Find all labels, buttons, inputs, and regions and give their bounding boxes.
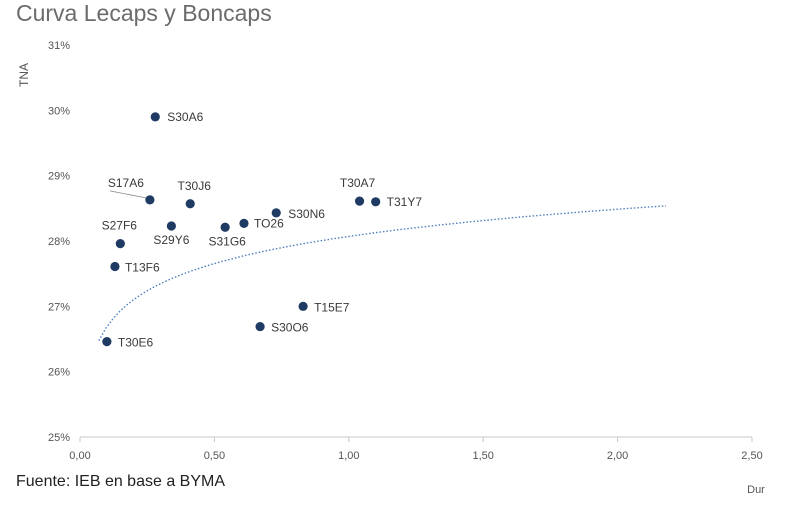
point-s17a6: S17A6 bbox=[108, 176, 155, 205]
y-tick-label: 27% bbox=[48, 301, 70, 313]
data-point bbox=[185, 199, 195, 209]
point-label: S30A6 bbox=[167, 110, 203, 124]
y-tick-label: 28% bbox=[48, 236, 70, 248]
point-s29y6: S29Y6 bbox=[153, 221, 190, 247]
point-s30a6: S30A6 bbox=[150, 110, 204, 124]
point-s27f6: S27F6 bbox=[102, 219, 138, 249]
point-t30a7: T30A7 bbox=[340, 176, 376, 206]
point-label: S17A6 bbox=[108, 176, 144, 190]
point-t30j6: T30J6 bbox=[178, 179, 212, 209]
point-label: T30A7 bbox=[340, 176, 376, 190]
point-t30e6: T30E6 bbox=[102, 336, 154, 350]
data-point bbox=[271, 208, 281, 218]
data-point bbox=[354, 196, 365, 206]
point-label: S30N6 bbox=[288, 207, 325, 221]
point-label: S29Y6 bbox=[153, 233, 189, 247]
data-point bbox=[150, 112, 160, 122]
data-point bbox=[239, 218, 249, 228]
point-label: T13F6 bbox=[125, 260, 160, 274]
data-point bbox=[298, 301, 308, 311]
data-point bbox=[220, 222, 230, 232]
data-point bbox=[166, 221, 176, 231]
y-tick-label: 31% bbox=[48, 40, 70, 52]
point-t15e7: T15E7 bbox=[298, 300, 350, 314]
point-label: S27F6 bbox=[102, 219, 138, 233]
data-point bbox=[145, 195, 155, 205]
point-label: T30E6 bbox=[118, 336, 154, 350]
x-tick-label: 2,50 bbox=[741, 450, 762, 462]
point-t31y7: T31Y7 bbox=[371, 195, 422, 209]
x-axis-label: Dur bbox=[747, 484, 765, 496]
y-axis-label: TNA bbox=[17, 63, 31, 87]
y-tick-label: 29% bbox=[48, 171, 70, 183]
point-label: T15E7 bbox=[314, 300, 350, 314]
x-tick-label: 0,50 bbox=[204, 450, 225, 462]
x-tick-label: 1,50 bbox=[472, 450, 493, 462]
data-point bbox=[255, 321, 265, 332]
point-s31g6: S31G6 bbox=[208, 222, 246, 248]
y-tick-label: 25% bbox=[48, 432, 70, 444]
y-tick-label: 26% bbox=[48, 367, 70, 379]
source-note: Fuente: IEB en base a BYMA bbox=[16, 473, 226, 490]
point-t13f6: T13F6 bbox=[110, 260, 160, 274]
chart-title: Curva Lecaps y Boncaps bbox=[16, 0, 272, 26]
point-label: TO26 bbox=[254, 216, 284, 230]
trendline bbox=[98, 205, 667, 342]
leader-line bbox=[109, 190, 146, 199]
data-point bbox=[102, 337, 112, 347]
data-point bbox=[110, 261, 120, 272]
point-s30o6: S30O6 bbox=[255, 321, 309, 335]
x-tick-label: 1,00 bbox=[338, 450, 359, 462]
x-tick-label: 0,00 bbox=[69, 450, 90, 462]
point-s30n6: S30N6 bbox=[271, 207, 325, 221]
data-point bbox=[371, 197, 381, 207]
y-tick-label: 30% bbox=[48, 105, 70, 117]
point-label: T30J6 bbox=[178, 179, 212, 193]
point-label: T31Y7 bbox=[387, 195, 423, 209]
point-label: S30O6 bbox=[271, 321, 309, 335]
point-to26: TO26 bbox=[239, 216, 284, 230]
data-point bbox=[115, 239, 125, 249]
point-label: S31G6 bbox=[208, 234, 246, 248]
x-tick-label: 2,00 bbox=[607, 450, 628, 462]
